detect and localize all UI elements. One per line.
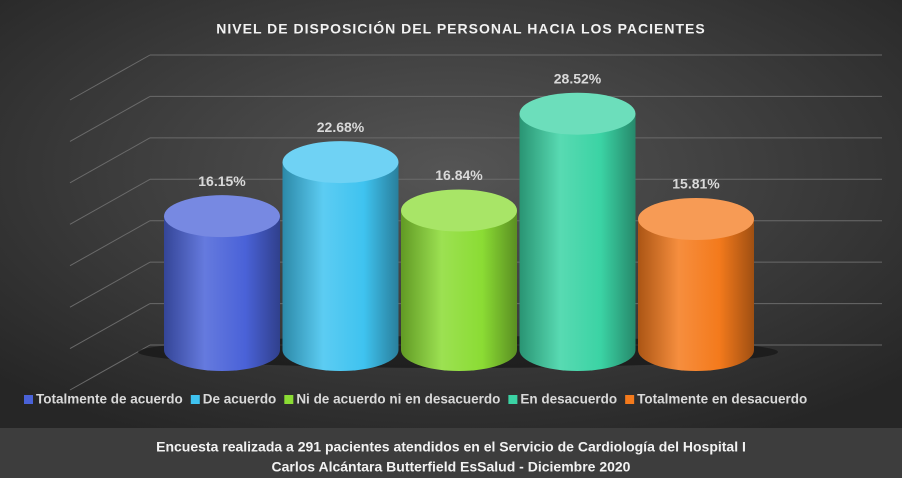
cylinder [401, 210, 517, 371]
grid-line [69, 95, 151, 142]
cylinder [638, 219, 754, 371]
legend-label: De acuerdo [203, 392, 277, 407]
legend-label: En desacuerdo [520, 392, 617, 407]
cylinder [164, 216, 280, 371]
grid-line [69, 344, 151, 391]
legend-swatch [508, 395, 518, 404]
value-label: 22.68% [317, 119, 365, 135]
cylinder-top [638, 198, 754, 241]
legend-swatch [284, 395, 294, 404]
footer-band [0, 428, 902, 478]
cylinder-top [519, 92, 636, 135]
legend-swatch [24, 395, 33, 404]
value-label: 16.15% [198, 173, 246, 189]
grid-line [69, 303, 151, 350]
legend-label: Totalmente en desacuerdo [637, 392, 807, 407]
chart-title: NIVEL DE DISPOSICIÓN DEL PERSONAL HACIA … [216, 20, 705, 37]
grid-line [69, 220, 151, 267]
value-label: 16.84% [435, 167, 483, 183]
grid-line [69, 54, 151, 101]
legend-label: Ni de acuerdo ni en desacuerdo [296, 392, 500, 407]
note: Encuesta realizada a 291 pacientes atend… [156, 439, 746, 455]
grid-line [69, 137, 151, 184]
cylinder-top [401, 189, 517, 232]
grid-line [69, 261, 151, 308]
cylinder-top [164, 195, 280, 238]
legend-label: Totalmente de acuerdo [36, 392, 183, 407]
cylinder-top [282, 141, 399, 184]
value-label: 28.52% [554, 70, 602, 86]
grid-line [69, 178, 151, 225]
cylinder [519, 113, 636, 371]
legend-swatch [625, 395, 635, 404]
cylinder [282, 162, 399, 371]
value-label: 15.81% [672, 176, 720, 192]
legend-swatch [190, 395, 200, 404]
note: Carlos Alcántara Butterfield EsSalud - D… [272, 459, 631, 475]
